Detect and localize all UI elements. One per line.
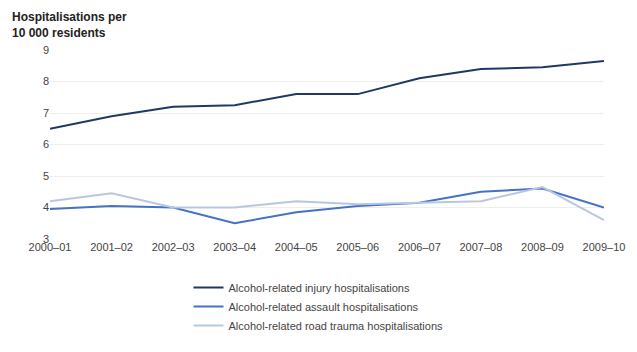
svg-text:Alcohol-related road trauma ho: Alcohol-related road trauma hospitalisat…: [229, 320, 444, 332]
svg-text:2009–10: 2009–10: [583, 241, 626, 253]
svg-text:6: 6: [43, 138, 49, 150]
svg-text:5: 5: [43, 170, 49, 182]
svg-text:2002–03: 2002–03: [152, 241, 195, 253]
svg-text:Alcohol-related assault hospit: Alcohol-related assault hospitalisations: [229, 301, 419, 313]
svg-text:4: 4: [43, 201, 49, 213]
svg-text:2003–04: 2003–04: [213, 241, 256, 253]
svg-text:Alcohol-related injury hospita: Alcohol-related injury hospitalisations: [229, 282, 410, 294]
svg-text:2008–09: 2008–09: [521, 241, 564, 253]
svg-text:2007–08: 2007–08: [459, 241, 502, 253]
svg-text:9: 9: [43, 44, 49, 56]
svg-text:2001–02: 2001–02: [90, 241, 133, 253]
svg-text:7: 7: [43, 107, 49, 119]
svg-text:2004–05: 2004–05: [275, 241, 318, 253]
svg-text:Hospitalisations per10 000 res: Hospitalisations per10 000 residents: [12, 10, 127, 40]
svg-text:2005–06: 2005–06: [336, 241, 379, 253]
svg-text:2000–01: 2000–01: [29, 241, 72, 253]
svg-text:8: 8: [43, 75, 49, 87]
svg-text:2006–07: 2006–07: [398, 241, 441, 253]
svg-text:3: 3: [43, 233, 49, 245]
